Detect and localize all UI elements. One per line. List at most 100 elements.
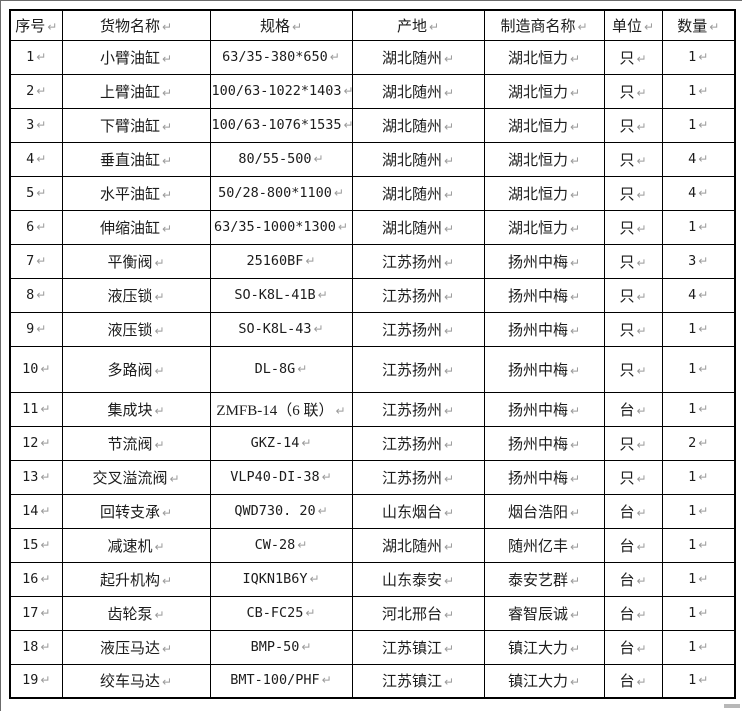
cell-r10-c6[interactable]: 1 ↵: [661, 345, 736, 393]
cell-r1-c5[interactable]: 只 ↵: [603, 39, 663, 75]
cell-r7-c3[interactable]: 江苏扬州 ↵: [351, 243, 485, 279]
cell-r14-c2[interactable]: QWD730. 20 ↵: [209, 493, 353, 529]
cell-r8-c6[interactable]: 4 ↵: [661, 277, 736, 313]
cell-r1-c3[interactable]: 湖北随州 ↵: [351, 39, 485, 75]
cell-r5-c4[interactable]: 湖北恒力 ↵: [483, 175, 605, 211]
cell-r12-c4[interactable]: 扬州中梅 ↵: [483, 425, 605, 461]
cell-r15-c4[interactable]: 随州亿丰 ↵: [483, 527, 605, 563]
cell-r17-c1[interactable]: 齿轮泵 ↵: [61, 595, 211, 631]
cell-r16-c3[interactable]: 山东泰安 ↵: [351, 561, 485, 597]
column-header-5[interactable]: 单位 ↵: [603, 9, 663, 41]
cell-r11-c3[interactable]: 江苏扬州 ↵: [351, 391, 485, 427]
cell-r4-c2[interactable]: 80/55-500 ↵: [209, 141, 353, 177]
cell-r18-c6[interactable]: 1 ↵: [661, 629, 736, 665]
cell-r13-c4[interactable]: 扬州中梅 ↵: [483, 459, 605, 495]
column-header-2[interactable]: 规格 ↵: [209, 9, 353, 41]
cell-r2-c4[interactable]: 湖北恒力 ↵: [483, 73, 605, 109]
cell-r3-c4[interactable]: 湖北恒力 ↵: [483, 107, 605, 143]
cell-r18-c1[interactable]: 液压马达 ↵: [61, 629, 211, 665]
cell-r1-c1[interactable]: 小臂油缸 ↵: [61, 39, 211, 75]
cell-r3-c0[interactable]: 3 ↵: [9, 107, 63, 143]
cell-r11-c5[interactable]: 台 ↵: [603, 391, 663, 427]
cell-r17-c2[interactable]: CB-FC25 ↵: [209, 595, 353, 631]
cell-r16-c2[interactable]: IQKN1B6Y ↵: [209, 561, 353, 597]
cell-r13-c0[interactable]: 13 ↵: [9, 459, 63, 495]
cell-r14-c4[interactable]: 烟台浩阳 ↵: [483, 493, 605, 529]
column-header-4[interactable]: 制造商名称 ↵: [483, 9, 605, 41]
cell-r11-c6[interactable]: 1 ↵: [661, 391, 736, 427]
cell-r18-c0[interactable]: 18 ↵: [9, 629, 63, 665]
cell-r14-c1[interactable]: 回转支承 ↵: [61, 493, 211, 529]
cell-r9-c3[interactable]: 江苏扬州 ↵: [351, 311, 485, 347]
cell-r2-c2[interactable]: 100/63-1022*1403↵: [209, 73, 353, 109]
cell-r9-c0[interactable]: 9 ↵: [9, 311, 63, 347]
cell-r16-c6[interactable]: 1 ↵: [661, 561, 736, 597]
cell-r19-c5[interactable]: 台 ↵: [603, 663, 663, 699]
cell-r11-c4[interactable]: 扬州中梅 ↵: [483, 391, 605, 427]
cell-r12-c1[interactable]: 节流阀 ↵: [61, 425, 211, 461]
cell-r3-c2[interactable]: 100/63-1076*1535↵: [209, 107, 353, 143]
cell-r17-c0[interactable]: 17 ↵: [9, 595, 63, 631]
cell-r11-c0[interactable]: 11 ↵: [9, 391, 63, 427]
cell-r15-c5[interactable]: 台 ↵: [603, 527, 663, 563]
column-header-6[interactable]: 数量 ↵: [661, 9, 736, 41]
cell-r5-c3[interactable]: 湖北随州 ↵: [351, 175, 485, 211]
cell-r18-c5[interactable]: 台 ↵: [603, 629, 663, 665]
cell-r10-c2[interactable]: DL-8G ↵: [209, 345, 353, 393]
cell-r9-c5[interactable]: 只 ↵: [603, 311, 663, 347]
cell-r3-c6[interactable]: 1 ↵: [661, 107, 736, 143]
cell-r19-c4[interactable]: 镇江大力 ↵: [483, 663, 605, 699]
cell-r16-c0[interactable]: 16 ↵: [9, 561, 63, 597]
cell-r5-c1[interactable]: 水平油缸 ↵: [61, 175, 211, 211]
cell-r6-c1[interactable]: 伸缩油缸 ↵: [61, 209, 211, 245]
cell-r14-c6[interactable]: 1 ↵: [661, 493, 736, 529]
cell-r8-c1[interactable]: 液压锁 ↵: [61, 277, 211, 313]
cell-r4-c4[interactable]: 湖北恒力 ↵: [483, 141, 605, 177]
cell-r9-c4[interactable]: 扬州中梅 ↵: [483, 311, 605, 347]
cell-r1-c4[interactable]: 湖北恒力 ↵: [483, 39, 605, 75]
cell-r15-c6[interactable]: 1 ↵: [661, 527, 736, 563]
cell-r4-c5[interactable]: 只 ↵: [603, 141, 663, 177]
cell-r15-c2[interactable]: CW-28 ↵: [209, 527, 353, 563]
cell-r1-c6[interactable]: 1 ↵: [661, 39, 736, 75]
cell-r1-c2[interactable]: 63/35-380*650 ↵: [209, 39, 353, 75]
cell-r1-c0[interactable]: 1 ↵: [9, 39, 63, 75]
cell-r19-c3[interactable]: 江苏镇江 ↵: [351, 663, 485, 699]
cell-r7-c2[interactable]: 25160BF ↵: [209, 243, 353, 279]
cell-r2-c1[interactable]: 上臂油缸 ↵: [61, 73, 211, 109]
cell-r6-c4[interactable]: 湖北恒力 ↵: [483, 209, 605, 245]
cell-r4-c0[interactable]: 4 ↵: [9, 141, 63, 177]
column-header-0[interactable]: 序号 ↵: [9, 9, 63, 41]
cell-r19-c6[interactable]: 1 ↵: [661, 663, 736, 699]
cell-r7-c6[interactable]: 3 ↵: [661, 243, 736, 279]
cell-r11-c1[interactable]: 集成块 ↵: [61, 391, 211, 427]
cell-r16-c5[interactable]: 台 ↵: [603, 561, 663, 597]
cell-r7-c0[interactable]: 7 ↵: [9, 243, 63, 279]
cell-r9-c6[interactable]: 1 ↵: [661, 311, 736, 347]
cell-r8-c5[interactable]: 只 ↵: [603, 277, 663, 313]
cell-r19-c1[interactable]: 绞车马达 ↵: [61, 663, 211, 699]
cell-r6-c6[interactable]: 1 ↵: [661, 209, 736, 245]
cell-r2-c3[interactable]: 湖北随州 ↵: [351, 73, 485, 109]
cell-r13-c6[interactable]: 1 ↵: [661, 459, 736, 495]
cell-r18-c3[interactable]: 江苏镇江 ↵: [351, 629, 485, 665]
cell-r13-c5[interactable]: 只 ↵: [603, 459, 663, 495]
cell-r8-c0[interactable]: 8 ↵: [9, 277, 63, 313]
cell-r4-c6[interactable]: 4 ↵: [661, 141, 736, 177]
cell-r8-c2[interactable]: SO-K8L-41B ↵: [209, 277, 353, 313]
cell-r14-c0[interactable]: 14 ↵: [9, 493, 63, 529]
cell-r6-c0[interactable]: 6 ↵: [9, 209, 63, 245]
cell-r8-c3[interactable]: 江苏扬州 ↵: [351, 277, 485, 313]
cell-r6-c2[interactable]: 63/35-1000*1300 ↵: [209, 209, 353, 245]
cell-r14-c5[interactable]: 台 ↵: [603, 493, 663, 529]
cell-r13-c1[interactable]: 交叉溢流阀 ↵: [61, 459, 211, 495]
cell-r7-c4[interactable]: 扬州中梅 ↵: [483, 243, 605, 279]
cell-r12-c0[interactable]: 12 ↵: [9, 425, 63, 461]
cell-r17-c6[interactable]: 1 ↵: [661, 595, 736, 631]
column-header-3[interactable]: 产地 ↵: [351, 9, 485, 41]
cell-r3-c5[interactable]: 只 ↵: [603, 107, 663, 143]
cell-r19-c2[interactable]: BMT-100/PHF ↵: [209, 663, 353, 699]
cell-r18-c2[interactable]: BMP-50 ↵: [209, 629, 353, 665]
cell-r17-c5[interactable]: 台 ↵: [603, 595, 663, 631]
cell-r7-c5[interactable]: 只 ↵: [603, 243, 663, 279]
